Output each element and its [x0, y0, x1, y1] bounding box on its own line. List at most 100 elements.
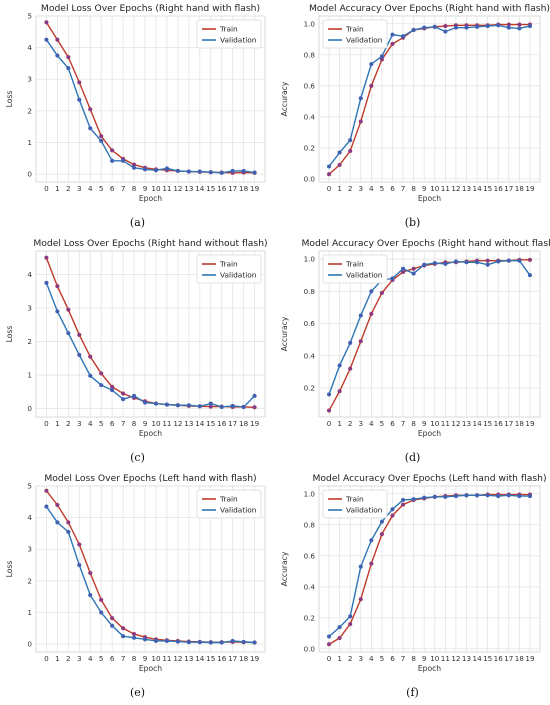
data-point-validation — [164, 166, 170, 171]
x-tick-label: 17 — [228, 184, 237, 193]
data-point-validation — [390, 276, 395, 281]
series-validation — [326, 258, 533, 397]
accuracy-chart-right-hand-with-flash: Model Accuracy Over Epochs (Right hand w… — [280, 3, 550, 203]
plot-area — [35, 250, 266, 418]
data-point-train — [390, 513, 395, 518]
x-tick-label: 18 — [515, 654, 525, 663]
x-tick-label: 11 — [441, 184, 450, 193]
data-point-train — [55, 284, 60, 289]
x-tick-label: 6 — [390, 184, 395, 193]
x-tick-label: 16 — [494, 654, 504, 663]
data-point-validation — [464, 25, 469, 30]
x-tick-label: 15 — [206, 654, 215, 663]
data-point-validation — [44, 504, 49, 509]
x-tick-label: 3 — [77, 654, 82, 663]
x-tick-label: 19 — [525, 654, 535, 663]
data-point-validation — [506, 258, 511, 263]
legend-label-validation: Validation — [346, 36, 383, 45]
accuracy-chart-left-hand-with-flash: Model Accuracy Over Epochs (Left hand wi… — [280, 473, 547, 673]
data-point-train — [358, 339, 363, 344]
x-tick-label: 2 — [348, 654, 353, 663]
chart-title: Model Accuracy Over Epochs (Right hand w… — [301, 238, 550, 249]
data-point-train — [44, 255, 49, 260]
x-tick-label: 18 — [239, 184, 249, 193]
x-tick-label: 0 — [327, 654, 332, 663]
data-point-validation — [337, 625, 342, 630]
data-point-validation — [99, 383, 104, 388]
x-tick-label: 16 — [217, 654, 227, 663]
data-point-train — [358, 597, 363, 602]
data-point-validation — [77, 562, 82, 568]
legend: Train Validation — [196, 19, 262, 49]
data-point-validation — [121, 397, 126, 402]
y-tick-label: 0 — [27, 170, 32, 179]
y-tick-label: 0 — [27, 640, 32, 649]
y-tick-label: 0.2 — [304, 383, 315, 392]
x-tick-label: 17 — [504, 419, 513, 428]
data-point-train — [88, 570, 93, 576]
legend-label-train: Train — [345, 25, 364, 34]
data-point-validation — [496, 493, 501, 499]
x-tick-label: 7 — [121, 654, 126, 663]
data-point-validation — [517, 258, 522, 263]
x-tick-label: 2 — [66, 654, 71, 663]
data-point-train — [99, 597, 104, 602]
legend-label-train: Train — [219, 260, 238, 269]
legend: Train Validation — [322, 489, 388, 519]
panel-f: Model Accuracy Over Epochs (Left hand wi… — [275, 470, 550, 705]
accuracy-chart-right-hand-without-flash: Model Accuracy Over Epochs (Right hand w… — [280, 238, 550, 438]
data-point-train — [88, 354, 93, 359]
x-tick-label: 2 — [348, 419, 353, 428]
data-point-validation — [411, 271, 416, 276]
y-tick-label: 1.0 — [304, 255, 316, 264]
y-tick-label: 0.2 — [304, 143, 315, 152]
data-point-validation — [432, 494, 437, 499]
data-point-train — [99, 134, 104, 139]
x-tick-label: 3 — [358, 419, 363, 428]
x-tick-label: 6 — [110, 184, 115, 193]
legend-box — [196, 19, 262, 49]
x-tick-label: 15 — [483, 654, 492, 663]
x-tick-label: 10 — [430, 419, 440, 428]
data-point-validation — [230, 638, 235, 644]
x-tick-label: 9 — [143, 654, 148, 663]
data-point-train — [99, 371, 104, 376]
data-point-validation — [390, 32, 395, 37]
data-point-train — [66, 55, 71, 60]
y-tick-label: 1.0 — [304, 489, 316, 498]
y-tick-label: 0.4 — [304, 351, 316, 360]
x-tick-label: 8 — [132, 654, 137, 663]
x-tick-label: 10 — [151, 654, 161, 663]
x-tick-label: 7 — [121, 419, 126, 428]
data-point-validation — [208, 640, 213, 645]
x-tick-label: 19 — [525, 184, 535, 193]
data-point-validation — [55, 309, 60, 314]
data-point-validation — [197, 404, 202, 409]
data-point-train — [348, 148, 353, 154]
legend-label-validation: Validation — [346, 271, 383, 280]
y-axis-label: Accuracy — [280, 316, 289, 351]
x-tick-label: 4 — [369, 419, 374, 428]
data-point-train — [44, 20, 49, 25]
data-point-train — [110, 148, 115, 153]
y-tick-label: 2 — [27, 337, 32, 346]
x-tick-label: 8 — [411, 654, 416, 663]
y-tick-label: 3 — [27, 545, 32, 554]
x-tick-label: 10 — [151, 184, 161, 193]
y-tick-label: 4 — [27, 513, 32, 522]
x-tick-label: 9 — [422, 654, 427, 663]
x-tick-label: 0 — [44, 184, 49, 193]
x-tick-label: 4 — [88, 419, 93, 428]
data-point-validation — [142, 637, 148, 642]
data-point-validation — [348, 614, 353, 619]
x-tick-label: 6 — [390, 419, 395, 428]
x-tick-label: 17 — [228, 654, 237, 663]
x-tick-label: 12 — [451, 184, 460, 193]
x-tick-label: 6 — [390, 654, 395, 663]
data-point-train — [379, 290, 385, 296]
x-tick-label: 1 — [337, 654, 342, 663]
legend: Train Validation — [322, 19, 388, 49]
caption-f: (f) — [406, 686, 419, 699]
x-tick-label: 14 — [195, 419, 205, 428]
data-point-validation — [241, 404, 246, 410]
